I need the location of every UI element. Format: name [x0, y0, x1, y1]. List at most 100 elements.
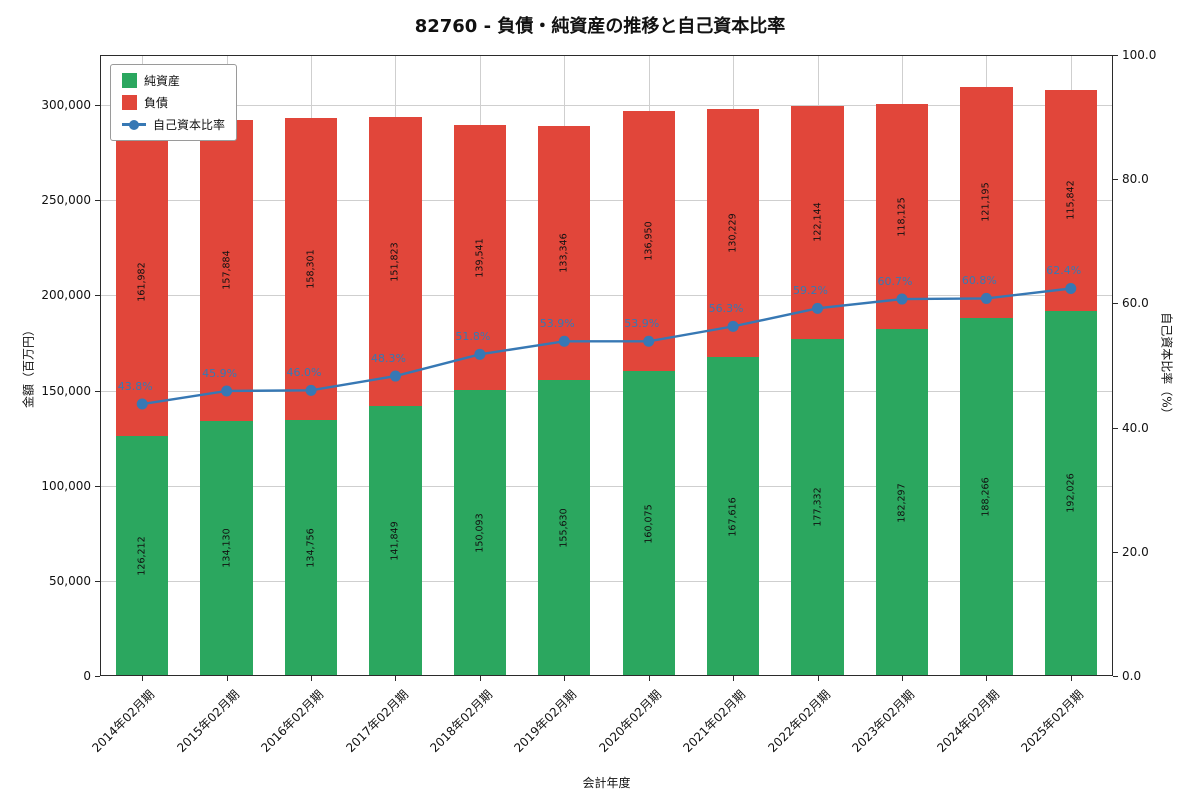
- x-tick-label: 2014年02月期: [89, 687, 158, 756]
- x-tick-mark: [1070, 676, 1072, 681]
- bar-value-label-net-assets: 150,093: [474, 513, 486, 553]
- y-tick-mark-left: [95, 200, 100, 202]
- y-tick-mark-left: [95, 485, 100, 487]
- x-tick-mark: [395, 676, 397, 681]
- bar-net-assets: [622, 371, 675, 676]
- x-tick-label: 2016年02月期: [258, 687, 327, 756]
- y-tick-mark-left: [95, 390, 100, 392]
- y-tick-label-right: 20.0: [1122, 544, 1149, 559]
- bar-value-label-liabilities: 151,823: [389, 241, 401, 282]
- y-tick-label-right: 80.0: [1122, 172, 1149, 187]
- equity-ratio-label: 45.9%: [202, 366, 238, 380]
- legend-label: 自己資本比率: [153, 118, 226, 132]
- bar-value-label-liabilities: 118,125: [896, 196, 908, 237]
- bar-net-assets: [538, 379, 591, 676]
- bar-value-label-liabilities: 157,884: [221, 250, 233, 291]
- bar-net-assets: [200, 420, 253, 676]
- y-tick-label-left: 100,000: [41, 478, 91, 493]
- bar-value-label-net-assets: 192,026: [1065, 473, 1077, 513]
- x-tick-mark: [986, 676, 988, 681]
- legend-swatch-icon: [122, 95, 137, 110]
- x-tick-mark: [648, 676, 650, 681]
- gridline-h: [100, 105, 1113, 107]
- x-tick-mark: [564, 676, 566, 681]
- bar-value-label-net-assets: 134,756: [305, 528, 317, 568]
- equity-ratio-label: 48.3%: [370, 352, 406, 366]
- y-tick-mark-left: [95, 105, 100, 107]
- equity-ratio-label: 56.3%: [708, 302, 744, 316]
- chart-title: 82760 - 負債・純資産の推移と自己資本比率: [414, 16, 786, 37]
- bar-value-label-net-assets: 188,266: [980, 477, 992, 517]
- x-tick-label: 2020年02月期: [596, 687, 665, 756]
- x-tick-label: 2015年02月期: [174, 687, 242, 756]
- equity-ratio-label: 62.4%: [1046, 264, 1082, 278]
- y-tick-mark-left: [95, 580, 100, 582]
- equity-ratio-label: 53.9%: [539, 317, 575, 331]
- bar-value-label-liabilities: 158,301: [305, 249, 317, 289]
- y-tick-label-left: 300,000: [41, 98, 91, 113]
- equity-ratio-label: 43.8%: [117, 380, 153, 393]
- x-tick-label: 2021年02月期: [680, 687, 749, 756]
- legend-item: 負債: [122, 94, 225, 111]
- bar-value-label-net-assets: 126,212: [136, 536, 148, 576]
- legend-item: 純資産: [122, 72, 225, 89]
- bar-net-assets: [453, 390, 507, 676]
- bar-value-label-liabilities: 139,541: [474, 237, 486, 278]
- bar-net-assets: [116, 435, 169, 676]
- x-tick-mark: [226, 676, 228, 681]
- x-tick-label: 2022年02月期: [765, 687, 833, 756]
- bar-value-label-liabilities: 122,144: [812, 202, 824, 242]
- y-tick-mark-left: [95, 295, 100, 297]
- y-tick-mark-right: [1113, 179, 1118, 181]
- bar-liabilities: [1044, 90, 1097, 311]
- gridline-h: [100, 580, 1113, 582]
- legend: 純資産負債自己資本比率: [110, 64, 238, 141]
- x-axis-label: 会計年度: [582, 776, 631, 790]
- x-tick-label: 2024年02月期: [933, 687, 1002, 756]
- bar-value-label-net-assets: 155,630: [558, 508, 570, 548]
- x-tick-mark: [311, 676, 313, 681]
- bar-value-label-liabilities: 115,842: [1065, 180, 1077, 220]
- bar-value-label-net-assets: 160,075: [643, 504, 655, 544]
- gridline-h: [100, 200, 1113, 202]
- y-tick-mark-right: [1113, 55, 1118, 56]
- bar-liabilities: [960, 87, 1013, 318]
- x-tick-label: 2018年02月期: [427, 687, 496, 756]
- x-tick-label: 2017年02月期: [343, 687, 411, 756]
- x-tick-mark: [901, 676, 903, 681]
- legend-swatch-icon: [122, 73, 137, 88]
- y-tick-label-right: 40.0: [1122, 420, 1149, 435]
- legend-item: 自己資本比率: [122, 116, 225, 133]
- bar-value-label-net-assets: 134,130: [221, 528, 233, 569]
- y-axis-label-left: 金額（百万円）: [21, 323, 36, 408]
- x-tick-label: 2023年02月期: [849, 687, 918, 756]
- equity-ratio-line: [142, 287, 1071, 406]
- bar-value-label-liabilities: 121,195: [980, 182, 992, 223]
- bar-value-label-net-assets: 167,616: [727, 496, 739, 537]
- y-tick-label-right: 100.0: [1122, 48, 1157, 62]
- equity-ratio-label: 46.0%: [286, 366, 322, 380]
- legend-line-marker-icon: [122, 117, 146, 132]
- equity-ratio-label: 59.2%: [793, 284, 829, 298]
- y-tick-label-left: 50,000: [49, 573, 91, 588]
- bar-value-label-net-assets: 177,332: [812, 487, 824, 527]
- y-tick-label-right: 0.0: [1122, 669, 1142, 683]
- bar-net-assets: [369, 406, 422, 676]
- gridline-h: [100, 485, 1113, 487]
- y-tick-mark-left: [95, 676, 100, 677]
- legend-label: 負債: [144, 96, 169, 110]
- x-tick-mark: [479, 676, 481, 681]
- x-tick-label: 2019年02月期: [511, 687, 580, 756]
- bar-net-assets: [706, 357, 760, 676]
- y-tick-mark-right: [1113, 427, 1118, 429]
- y-tick-label-left: 0: [83, 669, 91, 683]
- bar-value-label-net-assets: 182,297: [896, 482, 908, 523]
- y-tick-label-right: 60.0: [1122, 296, 1149, 311]
- y-tick-mark-right: [1113, 676, 1118, 677]
- bar-value-label-liabilities: 161,982: [136, 262, 148, 302]
- y-tick-mark-right: [1113, 303, 1118, 305]
- bar-value-label-liabilities: 133,346: [558, 233, 570, 273]
- y-tick-label-left: 200,000: [41, 288, 91, 303]
- bar-net-assets: [284, 419, 338, 676]
